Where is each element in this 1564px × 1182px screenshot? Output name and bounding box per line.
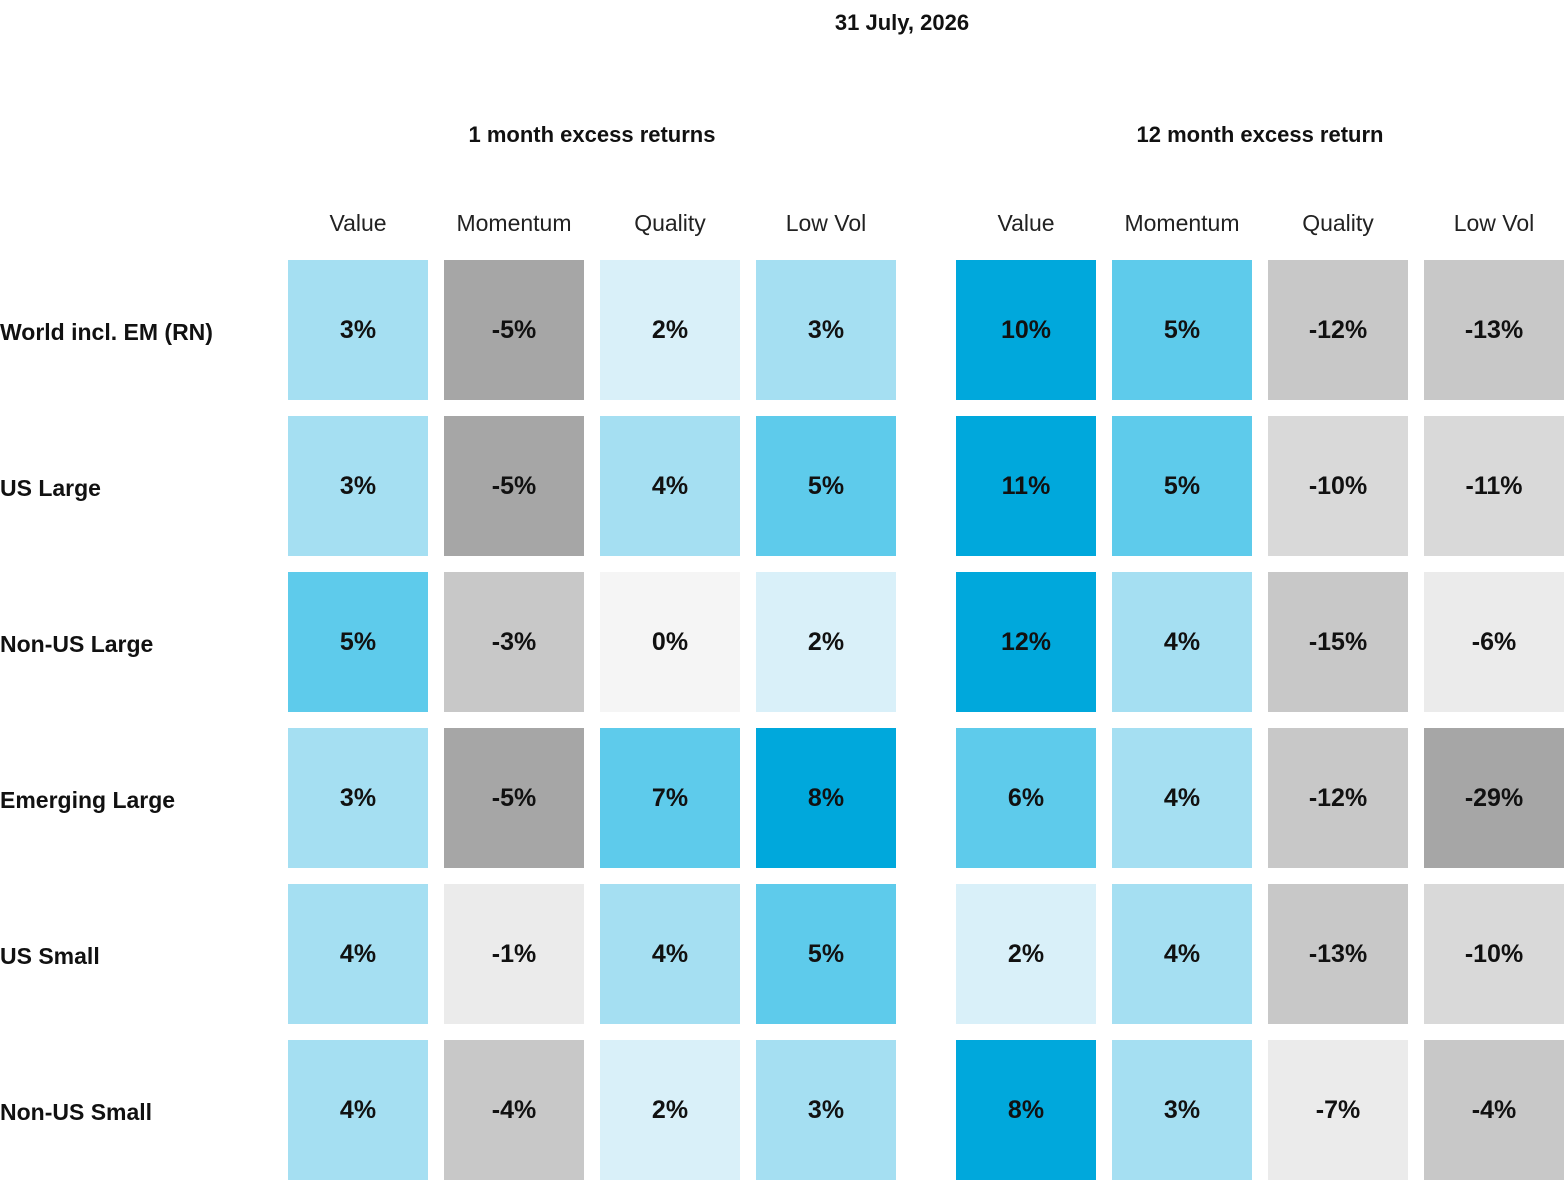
heatmap-cell: 4% xyxy=(600,416,740,556)
row-label: Non-US Small xyxy=(0,1098,153,1125)
column-header: Quality xyxy=(634,210,706,236)
heatmap-cell: 4% xyxy=(600,884,740,1024)
heatmap-cell: 4% xyxy=(288,1040,428,1180)
row-label: World incl. EM (RN) xyxy=(0,318,213,345)
heatmap-cell: 4% xyxy=(288,884,428,1024)
heatmap-cell: 12% xyxy=(956,572,1096,712)
heatmap-cell: 8% xyxy=(756,728,896,868)
heatmap-cell: 3% xyxy=(288,416,428,556)
column-header: Quality xyxy=(1302,210,1374,236)
heatmap-cell: 3% xyxy=(1112,1040,1252,1180)
heatmap-cell: -5% xyxy=(444,728,584,868)
heatmap-cell: 11% xyxy=(956,416,1096,556)
chart-date: 31 July, 2026 xyxy=(834,10,970,35)
heatmap-cell: -13% xyxy=(1424,260,1564,400)
column-header: Momentum xyxy=(1124,210,1240,236)
heatmap-cell: -11% xyxy=(1424,416,1564,556)
heatmap-cell: 2% xyxy=(956,884,1096,1024)
heatmap-cell: 7% xyxy=(600,728,740,868)
heatmap-cell: 5% xyxy=(1112,416,1252,556)
panel-title: 12 month excess return xyxy=(1136,122,1384,147)
heatmap-cell: -12% xyxy=(1268,728,1408,868)
heatmap-cell: -3% xyxy=(444,572,584,712)
heatmap-cell: -1% xyxy=(444,884,584,1024)
heatmap-cell: -4% xyxy=(1424,1040,1564,1180)
heatmap-cell: 5% xyxy=(756,416,896,556)
heatmap-cell: -10% xyxy=(1424,884,1564,1024)
row-label: US Large xyxy=(0,474,101,501)
heatmap-cell: -29% xyxy=(1424,728,1564,868)
column-header: Low Vol xyxy=(785,210,867,236)
heatmap-cell: -13% xyxy=(1268,884,1408,1024)
heatmap-cell: 5% xyxy=(1112,260,1252,400)
heatmap-cell: 3% xyxy=(756,1040,896,1180)
column-header: Value xyxy=(997,210,1055,236)
column-header: Value xyxy=(329,210,387,236)
heatmap-cell: 3% xyxy=(288,728,428,868)
row-label: Emerging Large xyxy=(0,786,176,813)
heatmap-cell: 0% xyxy=(600,572,740,712)
heatmap-cell: 3% xyxy=(756,260,896,400)
heatmap-cell: -5% xyxy=(444,260,584,400)
heatmap-cell: 2% xyxy=(600,260,740,400)
heatmap-cell: 2% xyxy=(600,1040,740,1180)
row-label: Non-US Large xyxy=(0,630,154,657)
column-header: Momentum xyxy=(456,210,572,236)
heatmap-cell: -7% xyxy=(1268,1040,1408,1180)
heatmap-cell: -12% xyxy=(1268,260,1408,400)
heatmap-cell: -4% xyxy=(444,1040,584,1180)
heatmap-cell: -15% xyxy=(1268,572,1408,712)
heatmap-cell: 5% xyxy=(756,884,896,1024)
heatmap-cell: 5% xyxy=(288,572,428,712)
heatmap-cell: -6% xyxy=(1424,572,1564,712)
row-label: US Small xyxy=(0,942,100,969)
panel-title: 1 month excess returns xyxy=(468,122,716,147)
heatmap-cell: 2% xyxy=(756,572,896,712)
heatmap-cell: 3% xyxy=(288,260,428,400)
heatmap-cell: 10% xyxy=(956,260,1096,400)
column-header: Low Vol xyxy=(1453,210,1535,236)
heatmap-cell: 4% xyxy=(1112,728,1252,868)
heatmap-cell: 6% xyxy=(956,728,1096,868)
heatmap-cell: 4% xyxy=(1112,884,1252,1024)
heatmap-cell: 8% xyxy=(956,1040,1096,1180)
heatmap-cell: -10% xyxy=(1268,416,1408,556)
heatmap-cell: -5% xyxy=(444,416,584,556)
heatmap-cell: 4% xyxy=(1112,572,1252,712)
